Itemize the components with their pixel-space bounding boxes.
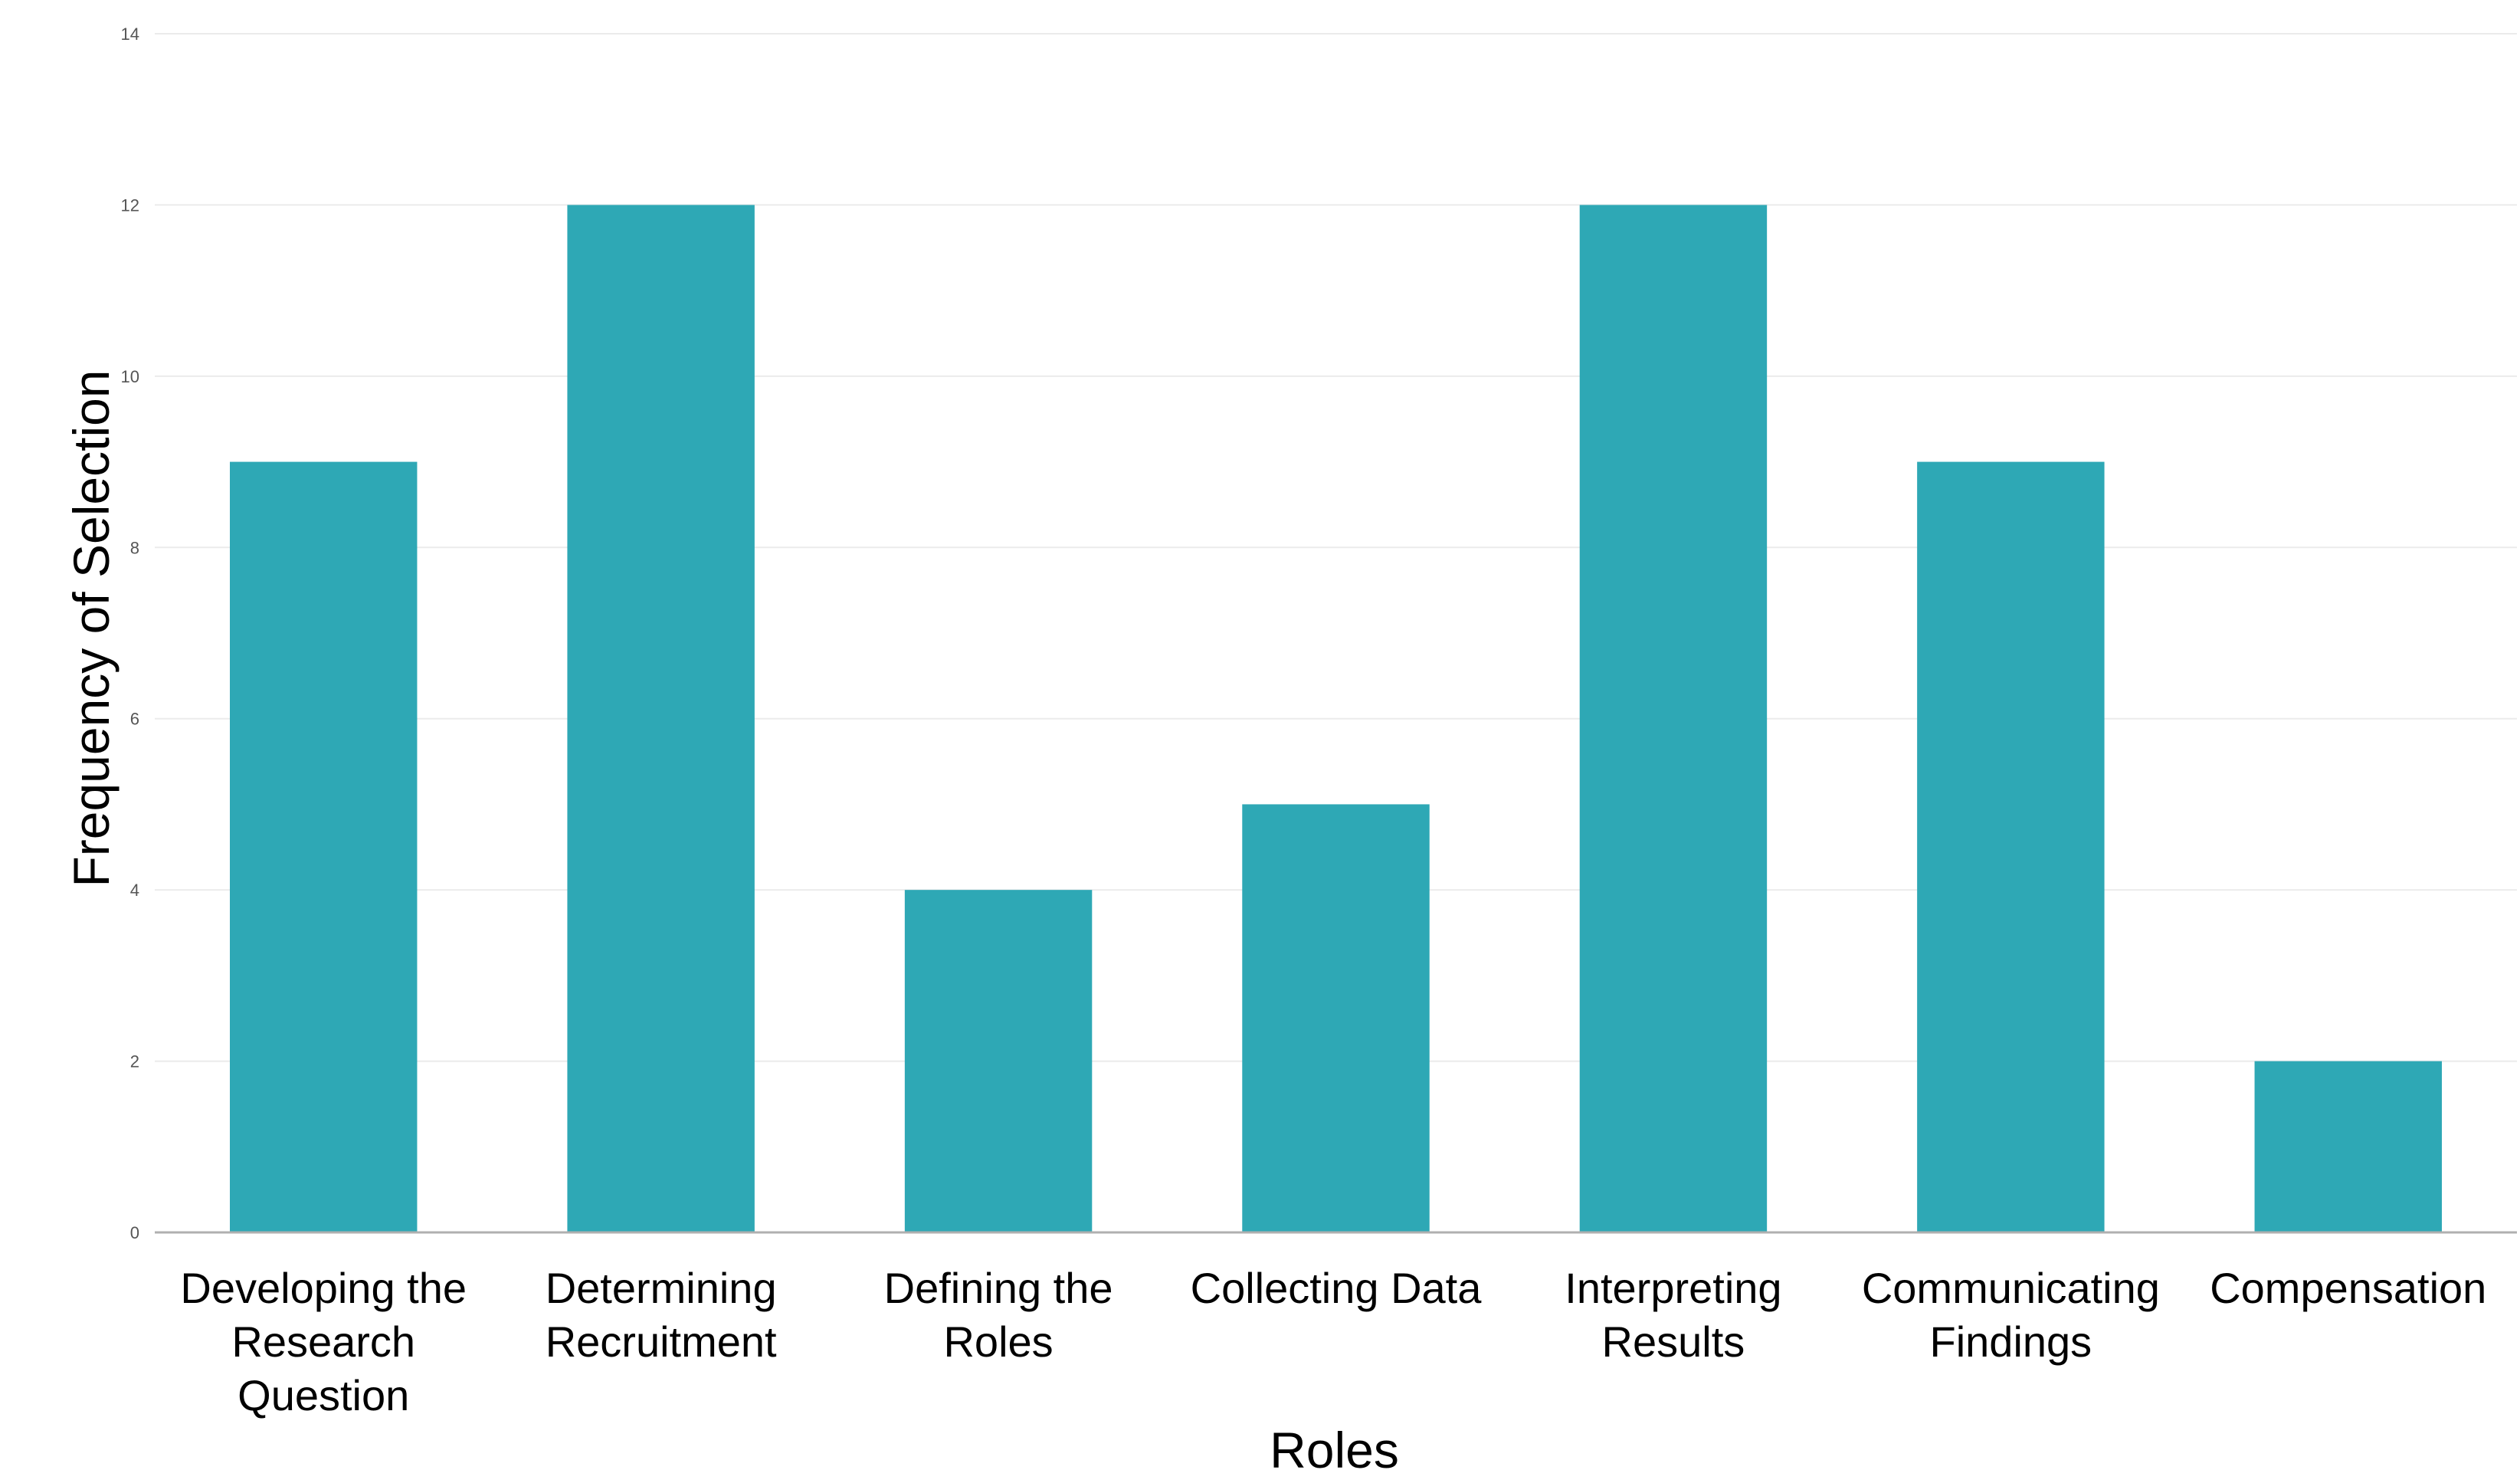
x-tick-label-line: Roles: [943, 1317, 1053, 1366]
y-tick-label: 12: [121, 195, 139, 215]
bars: [229, 205, 2443, 1232]
x-tick-label-line: Developing the: [180, 1264, 467, 1312]
bar: [567, 205, 755, 1232]
x-axis-ticks: Developing the Research Question Determinin…: [180, 1264, 2486, 1419]
x-tick-label: Defining the Roles: [884, 1264, 1113, 1366]
x-tick-label-line: Recruitment: [546, 1317, 777, 1366]
bar: [229, 461, 418, 1232]
x-tick-label-line: Communicating: [1862, 1264, 2160, 1312]
x-tick-label-line: Defining the: [884, 1264, 1113, 1312]
y-tick-label: 8: [130, 538, 139, 557]
bar: [904, 890, 1093, 1232]
y-tick-label: 4: [130, 881, 139, 900]
gridlines: [155, 33, 2517, 1062]
y-axis-ticks: 0 2 4 6 8 10 12 14: [121, 25, 139, 1242]
x-tick-label: Compensation: [2210, 1264, 2486, 1312]
bar: [2254, 1061, 2443, 1232]
y-tick-label: 10: [121, 367, 139, 386]
bar: [1242, 804, 1430, 1232]
x-tick-label: Developing the Research Question: [180, 1264, 467, 1419]
y-tick-label: 6: [130, 710, 139, 729]
x-tick-label-line: Interpreting: [1565, 1264, 1781, 1312]
x-tick-label: Collecting Data: [1191, 1264, 1483, 1312]
y-axis-title: Frequency of Selection: [63, 369, 120, 887]
y-tick-label: 2: [130, 1052, 139, 1071]
x-tick-label-line: Compensation: [2210, 1264, 2486, 1312]
x-tick-label: Communicating Findings: [1862, 1264, 2160, 1366]
x-tick-label-line: Research: [231, 1317, 415, 1366]
bar: [1579, 205, 1768, 1232]
x-tick-label: Determining Recruitment: [546, 1264, 777, 1366]
x-tick-label-line: Findings: [1930, 1317, 2092, 1366]
x-tick-label-line: Results: [1602, 1317, 1745, 1366]
x-tick-label-line: Collecting Data: [1191, 1264, 1483, 1312]
y-tick-label: 0: [130, 1223, 139, 1242]
y-tick-label: 14: [121, 25, 139, 44]
x-axis-title: Roles: [1270, 1422, 1399, 1470]
x-tick-label-line: Determining: [546, 1264, 777, 1312]
x-tick-label-line: Question: [238, 1371, 409, 1419]
bar: [1917, 461, 2105, 1232]
x-tick-label: Interpreting Results: [1565, 1264, 1781, 1366]
